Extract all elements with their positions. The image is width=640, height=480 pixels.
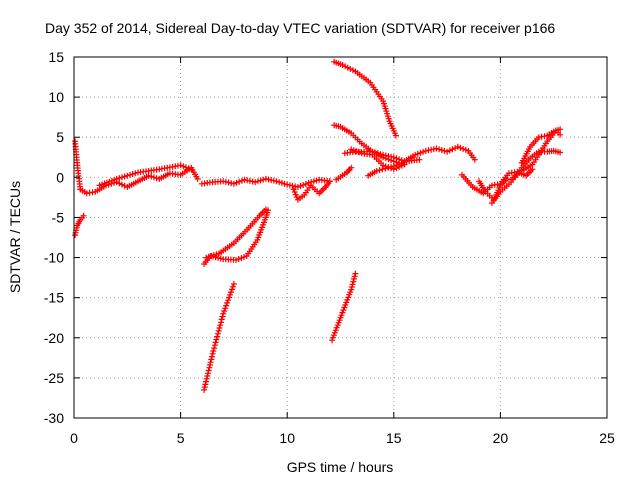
data-series-segment — [77, 164, 201, 197]
data-series-segment — [201, 281, 237, 393]
data-series-segment — [72, 138, 84, 193]
data-point-markers — [331, 58, 399, 139]
data-point-markers — [518, 126, 564, 166]
data-series-segment — [329, 270, 359, 344]
y-tick-label: -30 — [44, 410, 64, 426]
y-tick-label: -15 — [44, 290, 64, 306]
y-tick-label: 10 — [48, 89, 64, 105]
data-point-markers — [290, 178, 333, 203]
x-tick-label: 10 — [279, 430, 295, 446]
plot-frame — [73, 56, 608, 419]
data-point-markers — [77, 164, 201, 197]
data-point-markers — [329, 270, 359, 344]
x-tick-label: 5 — [177, 430, 185, 446]
data-point-markers — [198, 175, 333, 190]
x-tick-label: 0 — [70, 430, 78, 446]
data-point-markers — [96, 162, 195, 189]
y-tick-label: 5 — [56, 129, 64, 145]
y-axis-label: SDTVAR / TECUs — [7, 181, 23, 293]
x-tick-label: 25 — [599, 430, 615, 446]
data-series-segment — [198, 175, 333, 190]
data-point-markers — [203, 206, 269, 261]
chart-title: Day 352 of 2014, Sidereal Day-to-day VTE… — [45, 20, 555, 36]
data-series-segment — [488, 147, 564, 206]
data-points — [72, 58, 564, 393]
x-tick-label: 20 — [493, 430, 509, 446]
data-series-segment — [72, 212, 87, 239]
data-point-markers — [333, 164, 355, 183]
y-tick-label: 15 — [48, 49, 64, 65]
data-point-markers — [72, 212, 87, 239]
data-series-segment — [290, 178, 333, 203]
x-axis-label: GPS time / hours — [287, 459, 394, 475]
data-point-markers — [201, 281, 237, 393]
y-tick-label: -20 — [44, 330, 64, 346]
data-series-segment — [518, 126, 564, 166]
y-tick-label: -5 — [52, 209, 65, 225]
data-point-markers — [488, 147, 564, 206]
y-tick-label: -25 — [44, 370, 64, 386]
data-point-markers — [365, 156, 423, 179]
data-series-segment — [365, 156, 423, 179]
data-point-markers — [72, 138, 84, 193]
data-series-segment — [96, 162, 195, 189]
data-series-segment — [333, 164, 355, 183]
grid — [74, 57, 607, 418]
data-series-segment — [331, 58, 399, 139]
y-tick-label: 0 — [56, 169, 64, 185]
ticks: 0 5 10 15 20 25 -30 -25 -20 -15 -10 -5 0 5 10 15 — [44, 49, 615, 446]
data-series-segment — [203, 206, 269, 261]
y-tick-label: -10 — [44, 250, 64, 266]
x-tick-label: 15 — [386, 430, 402, 446]
